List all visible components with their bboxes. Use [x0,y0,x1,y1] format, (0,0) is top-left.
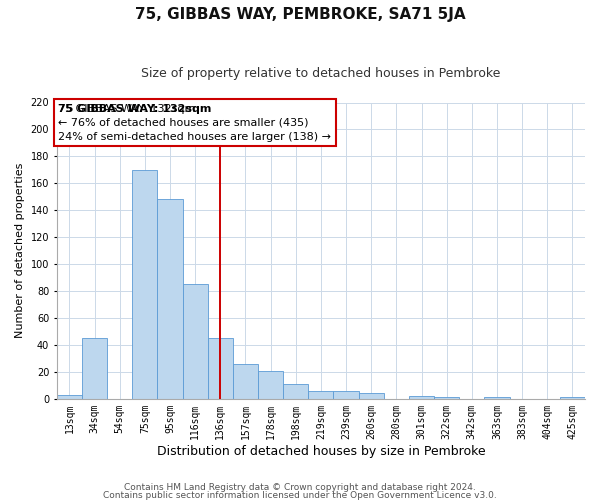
Bar [334,391,359,399]
Text: 75 GIBBAS WAY: 132sqm
← 76% of detached houses are smaller (435)
24% of semi-det: 75 GIBBAS WAY: 132sqm ← 76% of detached … [58,104,331,142]
Bar [560,398,585,399]
X-axis label: Distribution of detached houses by size in Pembroke: Distribution of detached houses by size … [157,444,485,458]
Bar [434,398,459,399]
Bar [258,370,283,399]
Bar [283,384,308,399]
Bar [82,338,107,399]
Text: 75, GIBBAS WAY, PEMBROKE, SA71 5JA: 75, GIBBAS WAY, PEMBROKE, SA71 5JA [134,8,466,22]
Bar [484,398,509,399]
Bar [132,170,157,399]
Title: Size of property relative to detached houses in Pembroke: Size of property relative to detached ho… [141,68,500,80]
Bar [409,396,434,399]
Bar [157,200,182,399]
Text: Contains public sector information licensed under the Open Government Licence v3: Contains public sector information licen… [103,490,497,500]
Bar [57,395,82,399]
Y-axis label: Number of detached properties: Number of detached properties [15,163,25,338]
Text: Contains HM Land Registry data © Crown copyright and database right 2024.: Contains HM Land Registry data © Crown c… [124,484,476,492]
Bar [182,284,208,399]
Bar [233,364,258,399]
Bar [359,394,384,399]
Text: 75 GIBBAS WAY: 132sqm: 75 GIBBAS WAY: 132sqm [58,104,211,114]
Bar [208,338,233,399]
Bar [308,391,334,399]
